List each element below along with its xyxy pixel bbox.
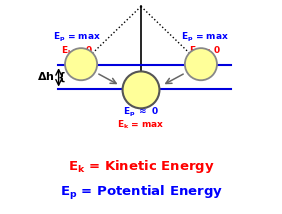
Text: $\mathbf{E_p}$ = max: $\mathbf{E_p}$ = max	[53, 31, 101, 44]
Text: $\mathbf{E_p}$ $\mathbf{\approx}$ 0: $\mathbf{E_p}$ $\mathbf{\approx}$ 0	[123, 106, 159, 119]
Text: $\mathbf{E_p}$ = Potential Energy: $\mathbf{E_p}$ = Potential Energy	[60, 184, 222, 202]
Circle shape	[65, 48, 97, 80]
Text: $\mathbf{E_k}$ = 0: $\mathbf{E_k}$ = 0	[61, 44, 93, 56]
Text: $\mathbf{E_p}$ = max: $\mathbf{E_p}$ = max	[181, 31, 229, 44]
Text: $\mathbf{E_k}$ = max: $\mathbf{E_k}$ = max	[117, 119, 165, 131]
Text: $\mathbf{E_k}$ = 0: $\mathbf{E_k}$ = 0	[189, 44, 221, 56]
Circle shape	[185, 48, 217, 80]
Circle shape	[123, 71, 159, 108]
Text: $\mathbf{E_k}$ = Kinetic Energy: $\mathbf{E_k}$ = Kinetic Energy	[68, 158, 214, 175]
Text: $\mathbf{\Delta h}$ {: $\mathbf{\Delta h}$ {	[37, 71, 66, 84]
